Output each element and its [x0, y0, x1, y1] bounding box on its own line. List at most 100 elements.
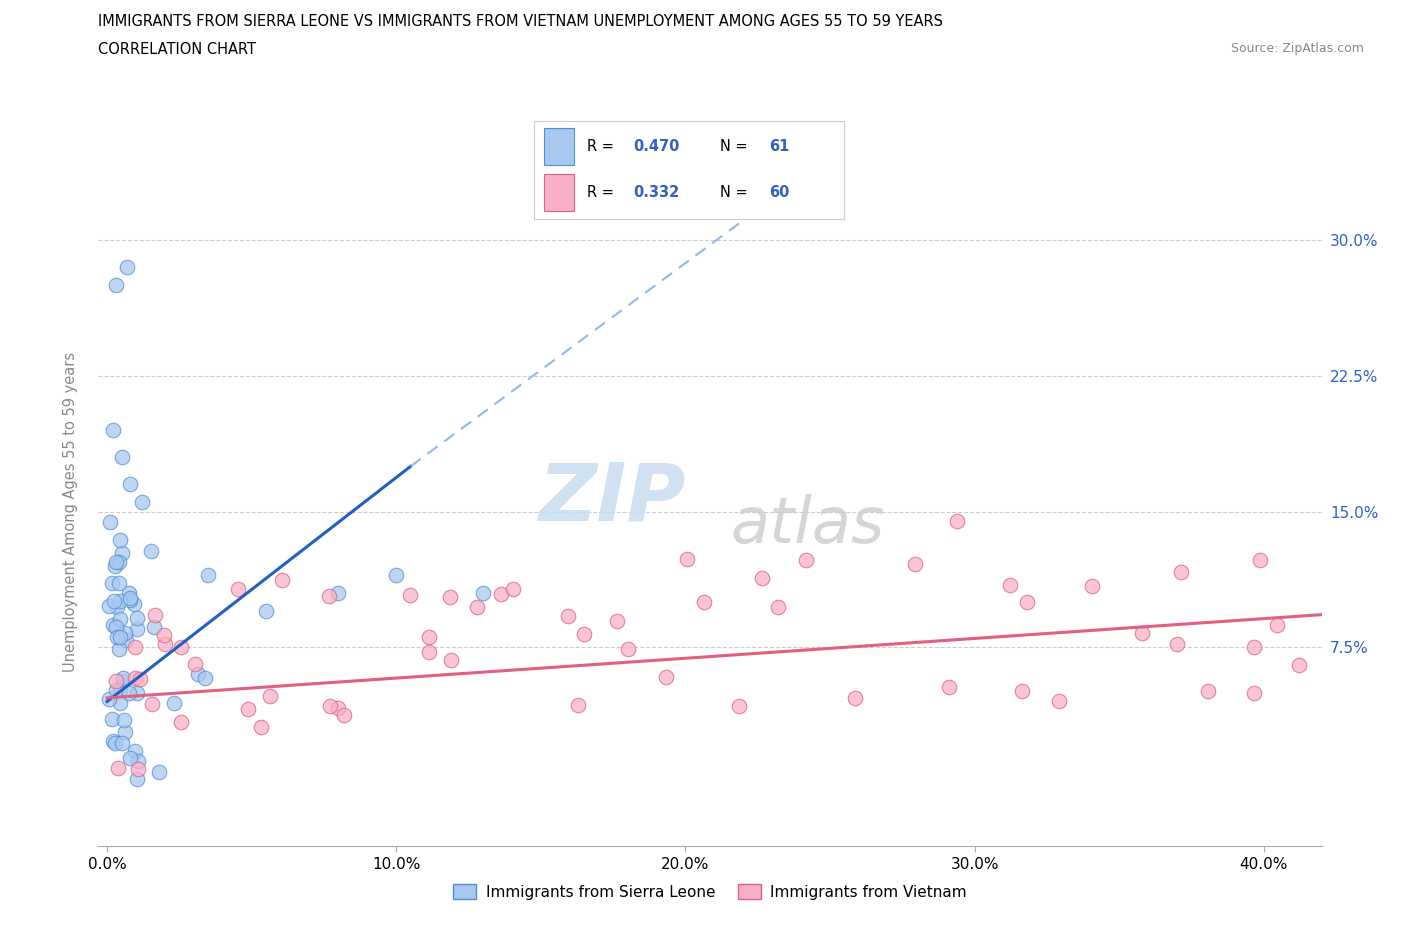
- Text: N =: N =: [720, 185, 752, 200]
- Y-axis label: Unemployment Among Ages 55 to 59 years: Unemployment Among Ages 55 to 59 years: [63, 352, 77, 671]
- Text: 61: 61: [769, 139, 790, 153]
- Point: [318, 589, 340, 604]
- Point: [110, 594, 132, 609]
- Point: [120, 477, 142, 492]
- Point: [118, 586, 141, 601]
- Point: [111, 736, 134, 751]
- Point: [574, 626, 596, 641]
- Point: [98, 514, 121, 529]
- Point: [1243, 685, 1265, 700]
- Point: [114, 724, 136, 739]
- Point: [163, 696, 186, 711]
- Point: [103, 594, 125, 609]
- Point: [418, 630, 440, 644]
- Point: [938, 680, 960, 695]
- Point: [187, 666, 209, 681]
- Point: [125, 611, 148, 626]
- Point: [108, 696, 131, 711]
- Point: [1265, 618, 1288, 632]
- Point: [440, 652, 463, 667]
- Point: [794, 552, 817, 567]
- Point: [254, 604, 277, 618]
- Point: [236, 701, 259, 716]
- Point: [100, 711, 122, 726]
- Text: R =: R =: [586, 139, 619, 153]
- Point: [127, 753, 149, 768]
- Point: [117, 259, 139, 274]
- FancyBboxPatch shape: [544, 174, 575, 211]
- Point: [693, 594, 716, 609]
- Point: [112, 712, 135, 727]
- Point: [153, 637, 176, 652]
- Text: 0.332: 0.332: [633, 185, 679, 200]
- Point: [107, 630, 129, 644]
- Point: [111, 673, 134, 688]
- Point: [131, 495, 153, 510]
- Point: [271, 573, 294, 588]
- Point: [904, 557, 927, 572]
- Point: [107, 642, 129, 657]
- Point: [110, 612, 132, 627]
- Point: [998, 578, 1021, 592]
- Point: [110, 450, 132, 465]
- Point: [1081, 579, 1104, 594]
- Point: [557, 608, 579, 623]
- Point: [97, 599, 120, 614]
- Point: [1011, 684, 1033, 698]
- Point: [398, 588, 420, 603]
- Point: [105, 673, 128, 688]
- Point: [124, 744, 146, 759]
- Point: [108, 630, 131, 644]
- Point: [98, 692, 121, 707]
- Point: [124, 671, 146, 685]
- Point: [727, 698, 749, 713]
- Point: [326, 700, 349, 715]
- Point: [153, 628, 176, 643]
- Text: 60: 60: [769, 185, 790, 200]
- Point: [439, 590, 461, 604]
- Text: IMMIGRANTS FROM SIERRA LEONE VS IMMIGRANTS FROM VIETNAM UNEMPLOYMENT AMONG AGES : IMMIGRANTS FROM SIERRA LEONE VS IMMIGRAN…: [98, 14, 943, 29]
- Point: [108, 533, 131, 548]
- Point: [108, 554, 131, 569]
- Point: [1243, 639, 1265, 654]
- Point: [105, 619, 128, 634]
- Point: [125, 685, 148, 700]
- Point: [124, 640, 146, 655]
- Point: [120, 751, 142, 765]
- Point: [104, 278, 127, 293]
- Point: [328, 586, 350, 601]
- Point: [250, 720, 273, 735]
- Point: [107, 760, 129, 775]
- Point: [101, 422, 124, 437]
- Point: [169, 714, 191, 729]
- Point: [108, 682, 131, 697]
- Point: [844, 690, 866, 705]
- Point: [104, 736, 127, 751]
- Point: [489, 586, 512, 601]
- Point: [127, 622, 149, 637]
- Point: [120, 593, 142, 608]
- Point: [567, 698, 589, 712]
- Point: [170, 640, 193, 655]
- Point: [139, 543, 162, 558]
- Point: [1166, 636, 1188, 651]
- Point: [104, 682, 127, 697]
- Point: [118, 685, 141, 700]
- Point: [148, 764, 170, 779]
- Point: [194, 671, 217, 685]
- Point: [617, 642, 640, 657]
- Point: [100, 575, 122, 590]
- Point: [1249, 553, 1271, 568]
- Point: [111, 546, 134, 561]
- Point: [101, 734, 124, 749]
- Point: [125, 771, 148, 786]
- Point: [101, 618, 124, 632]
- Point: [104, 559, 127, 574]
- Point: [112, 671, 135, 686]
- Point: [1015, 594, 1038, 609]
- Point: [654, 670, 676, 684]
- Text: ZIP: ZIP: [538, 459, 686, 538]
- Point: [1130, 626, 1153, 641]
- Point: [946, 514, 969, 529]
- Point: [228, 581, 250, 596]
